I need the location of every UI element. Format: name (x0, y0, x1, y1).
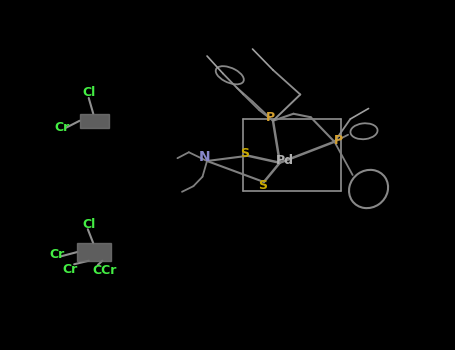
Text: Cl: Cl (82, 217, 96, 231)
Text: P: P (266, 111, 275, 125)
Bar (77, 243, 111, 261)
Text: Pd: Pd (276, 154, 294, 168)
Text: P: P (334, 133, 343, 147)
Text: N: N (199, 150, 211, 164)
Text: S: S (240, 147, 249, 161)
Text: CCr: CCr (92, 264, 117, 277)
Text: Cr: Cr (55, 121, 70, 134)
Text: Cr: Cr (49, 248, 65, 261)
Text: Cl: Cl (82, 86, 96, 99)
Text: S: S (258, 179, 267, 192)
Text: Cr: Cr (62, 263, 77, 276)
Bar (80, 114, 109, 128)
